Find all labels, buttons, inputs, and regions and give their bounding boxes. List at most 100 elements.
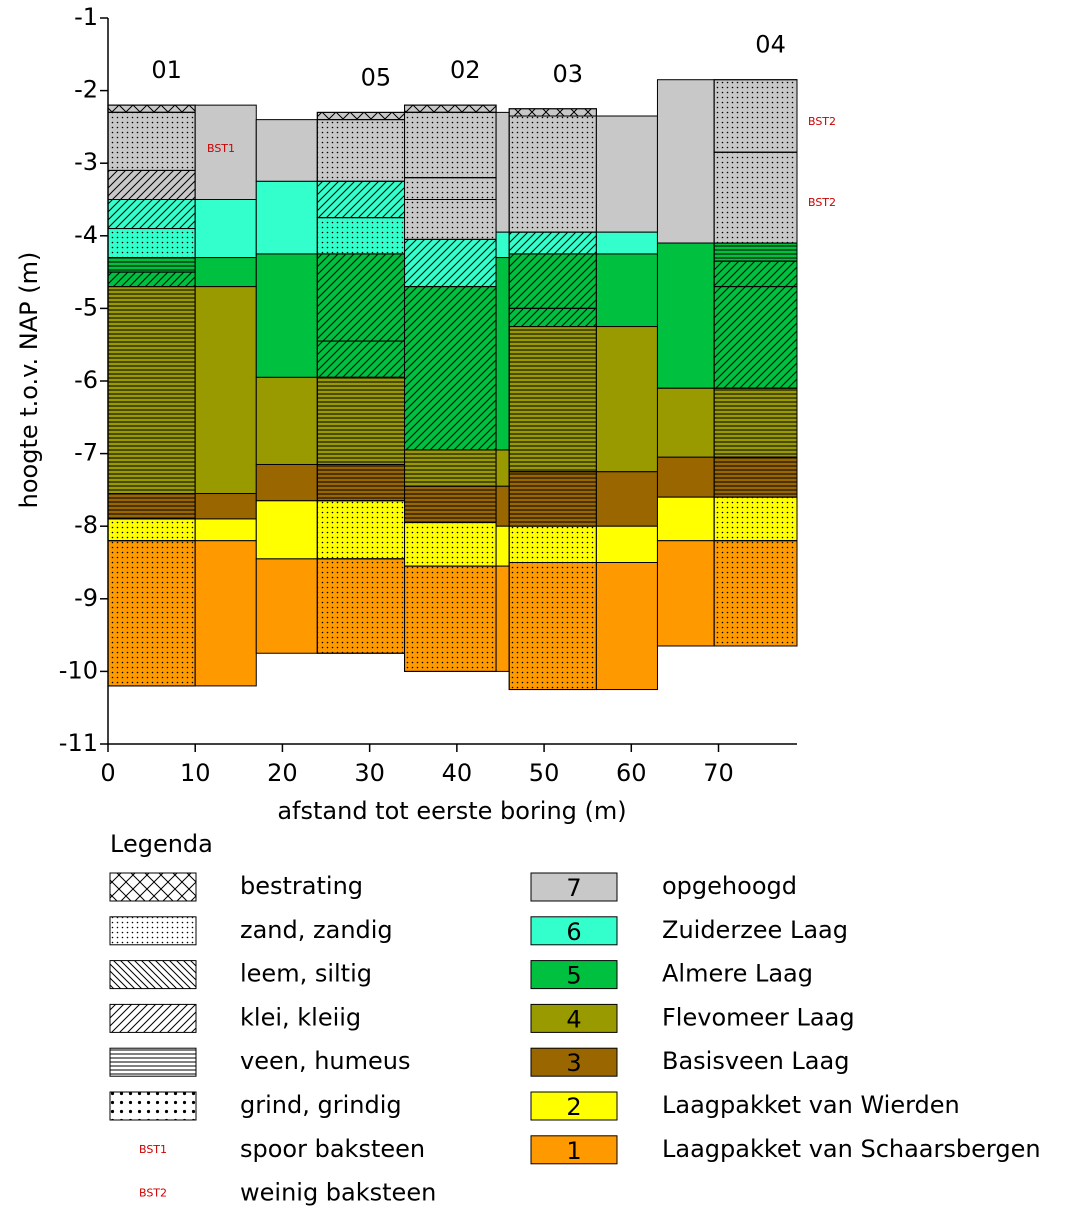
lithology-pattern: [404, 199, 497, 240]
y-tick-label: -8: [74, 511, 98, 539]
x-tick-label: 20: [267, 759, 298, 787]
legend-code: BST2: [139, 1187, 167, 1200]
lithology-pattern: [107, 228, 196, 259]
layer: [495, 449, 510, 487]
borehole-label: 03: [553, 60, 584, 88]
lithology-pattern: [404, 449, 497, 487]
layer: [495, 565, 510, 672]
legend-label: bestrating: [240, 872, 363, 900]
layer: [595, 562, 658, 691]
legend-label: grind, grindig: [240, 1091, 402, 1119]
lithology-pattern: [404, 485, 497, 524]
legend-code: BST1: [139, 1143, 167, 1156]
lithology-pattern: [508, 562, 597, 691]
brick-annotation: BST2: [808, 115, 836, 128]
lithology-pattern: [508, 253, 597, 309]
y-tick-label: -9: [74, 584, 98, 612]
lithology-pattern: [404, 238, 497, 288]
lithology-pattern: [404, 177, 497, 201]
legend-label: opgehoogd: [662, 872, 797, 900]
y-tick-label: -2: [74, 76, 98, 104]
lithology-pattern: [316, 376, 406, 465]
legend-swatch: [530, 1003, 618, 1033]
lithology-pattern: [107, 286, 196, 495]
y-tick-label: -1: [74, 3, 98, 31]
borehole-label: 02: [450, 56, 481, 84]
legend-label: Laagpakket van Schaarsbergen: [662, 1135, 1041, 1163]
layer: [255, 558, 318, 654]
legend-label: Almere Laag: [662, 960, 813, 988]
legend-swatch: [109, 916, 197, 946]
legend-unit-number: 1: [566, 1137, 581, 1165]
legend-swatch: [109, 1003, 197, 1033]
lithology-pattern: [316, 253, 406, 342]
layer: [194, 518, 257, 542]
lithology-pattern: [107, 518, 196, 542]
legend-unit-number: 2: [566, 1093, 581, 1121]
layer: [656, 540, 715, 647]
layer: [595, 326, 658, 473]
legend-label: klei, kleiig: [240, 1003, 361, 1031]
legend-label: weinig baksteen: [240, 1179, 436, 1207]
layer: [194, 257, 257, 288]
lithology-pattern: [107, 493, 196, 520]
layer: [194, 286, 257, 495]
lithology-pattern: [713, 286, 798, 389]
lithology-pattern: [316, 558, 406, 654]
lithology-pattern: [713, 387, 798, 458]
lithology-pattern: [508, 115, 597, 233]
legend-label: Zuiderzee Laag: [662, 916, 848, 944]
legend-swatch: [530, 1047, 618, 1077]
lithology-pattern: [316, 217, 406, 255]
lithology-pattern: [404, 286, 497, 451]
lithology-pattern: [404, 522, 497, 567]
layer: [255, 376, 318, 465]
lithology-pattern: [404, 104, 497, 113]
lithology-pattern: [316, 463, 406, 502]
lithology-pattern: [508, 326, 597, 473]
legend-swatch: [109, 1091, 197, 1121]
lithology-pattern: [316, 111, 406, 121]
lithology-pattern: [713, 456, 798, 498]
layer: [495, 231, 510, 259]
y-tick-label: -10: [59, 656, 98, 684]
lithology-pattern: [107, 257, 196, 273]
legend-unit-number: 4: [566, 1005, 581, 1033]
layer: [255, 253, 318, 378]
lithology-pattern: [316, 500, 406, 560]
x-tick-label: 0: [100, 759, 115, 787]
layer: [194, 199, 257, 259]
lithology-pattern: [713, 496, 798, 542]
lithology-pattern: [508, 525, 597, 564]
legend-unit-number: 5: [566, 962, 581, 990]
legend-unit-number: 6: [566, 918, 581, 946]
y-axis-label: hoogte t.o.v. NAP (m): [15, 252, 43, 509]
lithology-pattern: [107, 104, 196, 113]
x-axis-label: afstand tot eerste boring (m): [277, 797, 626, 825]
legend-swatch: [530, 916, 618, 946]
y-tick-label: -3: [74, 148, 98, 176]
lithology-pattern: [107, 271, 196, 288]
layer: [255, 463, 318, 502]
lithology-pattern: [713, 79, 798, 153]
layer: [595, 471, 658, 527]
legend-swatch: [109, 872, 197, 902]
lithology-pattern: [713, 151, 798, 244]
lithology-pattern: [107, 199, 196, 230]
layer: [255, 119, 318, 182]
legend-swatch: [530, 872, 618, 902]
legend-swatch: [530, 960, 618, 990]
lithology-pattern: [107, 111, 196, 171]
lithology-pattern: [713, 260, 798, 288]
legend-swatch: [109, 1047, 197, 1077]
layer: [255, 180, 318, 255]
legend-swatch: [109, 960, 197, 990]
layer: [495, 111, 510, 233]
lithology-pattern: [713, 242, 798, 262]
y-tick-label: -11: [59, 729, 98, 757]
borehole-label: 01: [151, 56, 182, 84]
lithology-pattern: [404, 565, 497, 672]
layer: [595, 253, 658, 328]
layer: [656, 496, 715, 542]
